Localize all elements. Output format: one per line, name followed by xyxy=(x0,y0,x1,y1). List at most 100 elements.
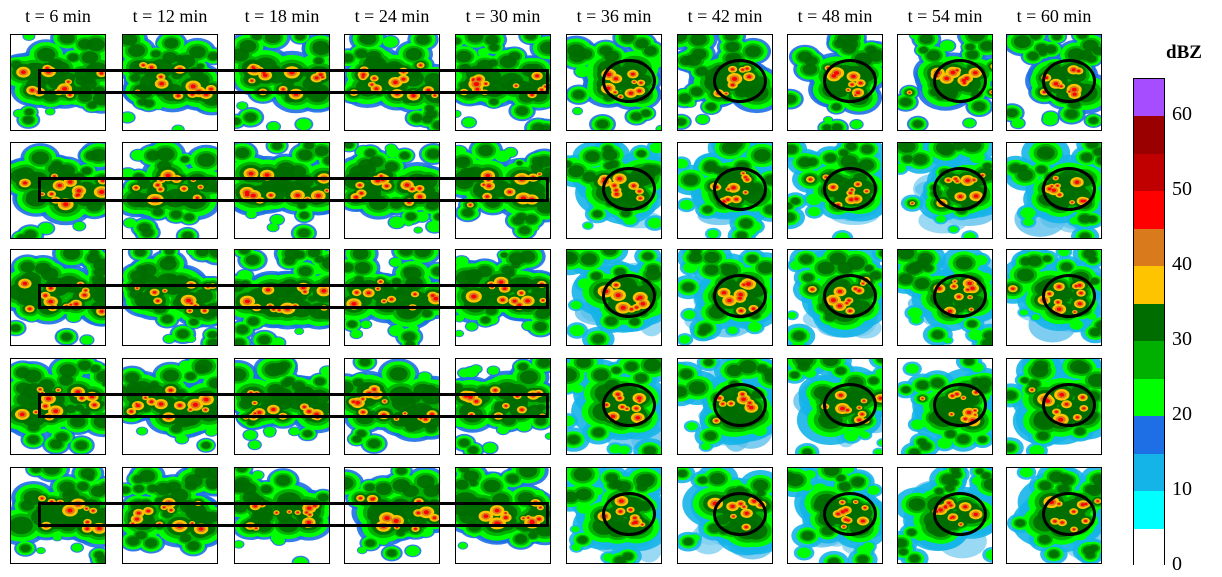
echo-cell xyxy=(11,324,21,332)
echo-cell xyxy=(53,175,56,177)
echo-cell xyxy=(76,193,80,197)
echo-cell xyxy=(603,145,613,153)
echo-cell xyxy=(678,35,688,42)
echo-cell xyxy=(73,221,85,231)
echo-cell xyxy=(418,187,422,190)
echo-cell xyxy=(486,184,491,188)
echo-cell xyxy=(426,88,431,92)
echo-cell xyxy=(404,183,410,187)
echo-cell xyxy=(707,229,719,238)
echo-cell xyxy=(802,63,818,75)
column-label-10: t = 60 min xyxy=(1016,6,1092,26)
echo-cell xyxy=(49,287,53,290)
echo-cell xyxy=(647,217,661,229)
echo-cell xyxy=(736,231,747,238)
echo-cell xyxy=(28,307,32,310)
radar-echo-field xyxy=(235,35,329,130)
echo-cell xyxy=(48,162,66,176)
echo-cell xyxy=(141,228,154,237)
echo-cell xyxy=(424,73,439,88)
echo-cell xyxy=(159,82,164,86)
echo-cell xyxy=(1052,35,1062,40)
echo-cell xyxy=(86,37,105,52)
echo-cell xyxy=(314,76,319,80)
echo-cell xyxy=(484,82,488,85)
echo-cell xyxy=(50,192,54,196)
echo-cell xyxy=(82,293,87,297)
echo-cell xyxy=(535,74,539,78)
echo-cell xyxy=(246,210,257,219)
echo-cell xyxy=(99,310,104,313)
echo-cell xyxy=(620,209,631,217)
echo-cell xyxy=(239,40,257,53)
echo-cell xyxy=(690,35,707,46)
echo-cell xyxy=(1081,153,1093,162)
echo-cell xyxy=(156,147,175,162)
highlight-ellipse xyxy=(602,59,656,103)
echo-cell xyxy=(41,193,44,195)
echo-cell xyxy=(86,253,101,264)
echo-cell xyxy=(1029,35,1041,40)
echo-cell xyxy=(967,35,986,42)
echo-cell xyxy=(345,143,354,149)
echo-cell xyxy=(839,149,849,157)
radar-echo-field xyxy=(11,35,105,129)
echo-cell xyxy=(269,194,273,197)
echo-cell xyxy=(475,87,480,91)
echo-cell xyxy=(952,143,966,151)
echo-cell xyxy=(67,80,70,83)
echo-cell xyxy=(182,187,186,190)
echo-cell xyxy=(281,88,285,91)
echo-cell xyxy=(966,50,979,59)
echo-cell xyxy=(467,35,484,43)
echo-cell xyxy=(165,173,171,178)
echo-cell xyxy=(1013,35,1031,49)
echo-cell xyxy=(1017,169,1033,181)
echo-cell xyxy=(990,64,992,69)
echo-cell xyxy=(991,91,992,93)
echo-cell xyxy=(1086,143,1099,149)
echo-cell xyxy=(538,173,541,175)
echo-cell xyxy=(646,165,661,176)
echo-cell xyxy=(235,117,241,125)
echo-cell xyxy=(861,144,874,154)
echo-cell xyxy=(1042,114,1058,126)
echo-cell xyxy=(361,73,366,76)
echo-cell xyxy=(354,195,358,199)
echo-cell xyxy=(1078,50,1093,61)
echo-cell xyxy=(195,196,199,199)
echo-cell xyxy=(1089,117,1098,124)
echo-cell xyxy=(850,120,863,129)
echo-cell xyxy=(1093,147,1101,156)
echo-cell xyxy=(81,51,99,64)
echo-cell xyxy=(432,121,439,130)
echo-cell xyxy=(416,35,430,45)
column-label-4: t = 24 min xyxy=(354,6,430,26)
echo-cell xyxy=(980,41,992,51)
echo-cell xyxy=(374,87,379,90)
echo-cell xyxy=(101,179,105,182)
echo-cell xyxy=(315,194,321,198)
echo-cell xyxy=(86,199,103,212)
echo-cell xyxy=(991,65,992,68)
echo-cell xyxy=(312,40,329,54)
echo-cell xyxy=(935,215,946,223)
highlight-ellipse xyxy=(933,167,987,211)
echo-cell xyxy=(21,70,26,74)
echo-cell xyxy=(635,38,649,49)
echo-cell xyxy=(678,118,686,126)
echo-cell xyxy=(753,149,771,162)
echo-cell xyxy=(90,148,105,162)
echo-cell xyxy=(267,223,279,232)
echo-cell xyxy=(936,143,954,155)
echo-cell xyxy=(393,80,398,85)
echo-cell xyxy=(57,183,62,188)
echo-cell xyxy=(973,101,986,112)
echo-cell xyxy=(22,281,28,286)
column-label-7: t = 42 min xyxy=(687,6,763,26)
echo-cell xyxy=(725,41,740,53)
echo-cell xyxy=(180,156,189,163)
echo-cell xyxy=(739,218,753,229)
echo-cell xyxy=(61,333,72,341)
echo-cell xyxy=(456,50,472,63)
